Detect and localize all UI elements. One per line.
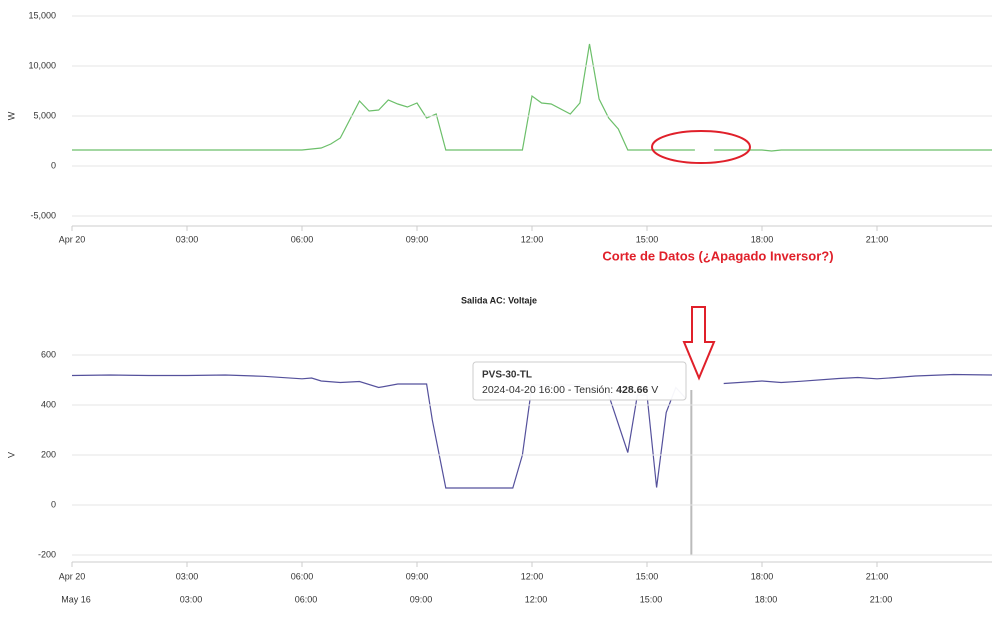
x2-tick-label: 03:00: [180, 594, 203, 604]
y-tick-label: 10,000: [28, 60, 56, 70]
y-tick-label: 600: [41, 349, 56, 359]
y-tick-label: -200: [38, 549, 56, 559]
x-tick-label: 15:00: [636, 234, 659, 244]
x-tick-label: 15:00: [636, 571, 659, 581]
y-tick-label: 0: [51, 160, 56, 170]
x2-tick-label: 21:00: [870, 594, 893, 604]
x-tick-label: 06:00: [291, 234, 314, 244]
x-tick-label: 03:00: [176, 571, 199, 581]
tooltip-line: 2024-04-20 16:00 - Tensión: 428.66 V: [482, 384, 658, 396]
x-tick-label: Apr 20: [59, 571, 86, 581]
arrow: [682, 306, 716, 381]
x-tick-label: 12:00: [521, 571, 544, 581]
tooltip-series: PVS-30-TL: [482, 370, 532, 381]
x-tick-label: 09:00: [406, 234, 429, 244]
tooltip-text: 2024-04-20 16:00 - Tensión:: [482, 384, 613, 396]
x-tick-label: 09:00: [406, 571, 429, 581]
x2-tick-label: 09:00: [410, 594, 433, 604]
annotation: Corte de Datos (¿Apagado Inversor?): [602, 248, 833, 263]
x2-tick-label: 12:00: [525, 594, 548, 604]
y-axis-label: V: [6, 452, 16, 458]
highlight-ellipse: [651, 130, 751, 164]
x-tick-label: 06:00: [291, 571, 314, 581]
y-tick-label: 15,000: [28, 10, 56, 20]
x-tick-label: 12:00: [521, 234, 544, 244]
y-tick-label: 5,000: [33, 110, 56, 120]
tooltip-box: [472, 361, 687, 401]
x-tick-label: 18:00: [751, 234, 774, 244]
y-tick-label: 200: [41, 449, 56, 459]
x2-tick-label: May 16: [61, 594, 91, 604]
y-tick-label: 0: [51, 499, 56, 509]
x2-tick-label: 18:00: [755, 594, 778, 604]
x-tick-label: 21:00: [866, 571, 889, 581]
tooltip-value: 428.66: [616, 384, 648, 396]
data-line: [72, 43, 992, 152]
y-tick-label: 400: [41, 399, 56, 409]
x-tick-label: Apr 20: [59, 234, 86, 244]
x2-tick-label: 15:00: [640, 594, 663, 604]
y-axis-label: W: [6, 111, 16, 120]
x2-tick-label: 06:00: [295, 594, 318, 604]
tooltip: PVS-30-TL 2024-04-20 16:00 - Tensión: 428.…: [472, 361, 687, 401]
chart-title: Salida AC: Voltaje: [461, 295, 537, 305]
x-tick-label: 21:00: [866, 234, 889, 244]
y-tick-label: -5,000: [30, 210, 56, 220]
x-tick-label: 03:00: [176, 234, 199, 244]
tooltip-unit: V: [651, 384, 658, 396]
x-tick-label: 18:00: [751, 571, 774, 581]
